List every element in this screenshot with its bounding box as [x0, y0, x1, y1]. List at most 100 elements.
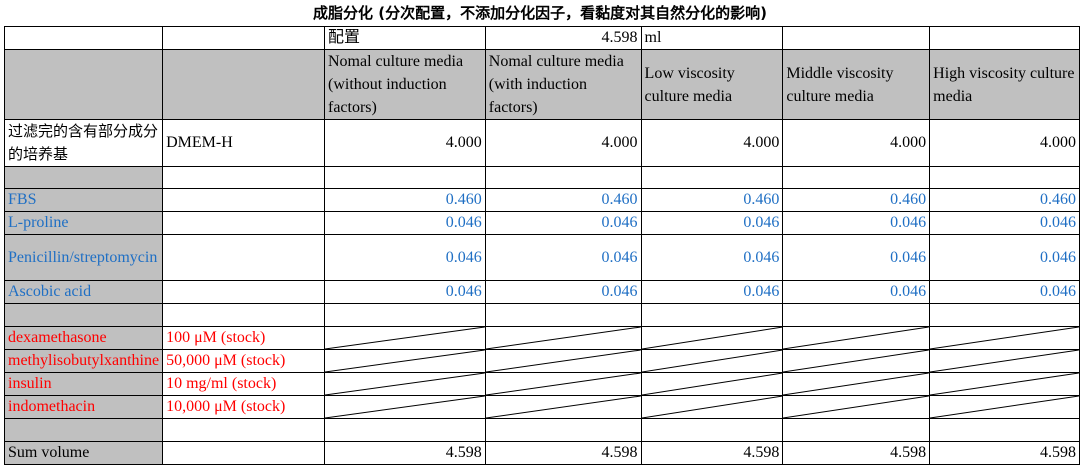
- supplement-value[interactable]: 0.046: [324, 234, 486, 281]
- cell[interactable]: [484, 166, 642, 189]
- crossed-cell[interactable]: [782, 372, 931, 396]
- supplement-value[interactable]: 0.046: [929, 280, 1080, 304]
- cell[interactable]: [162, 441, 325, 465]
- cell[interactable]: [162, 211, 325, 235]
- inducer-stock[interactable]: 100 μM (stock): [162, 326, 325, 350]
- crossed-cell[interactable]: [324, 349, 486, 373]
- cell[interactable]: [929, 26, 1080, 50]
- crossed-cell[interactable]: [782, 395, 931, 419]
- base-medium-value[interactable]: 4.000: [484, 119, 642, 167]
- supplement-value[interactable]: 0.046: [484, 280, 642, 304]
- cell[interactable]: [929, 303, 1080, 327]
- cell[interactable]: [3, 26, 164, 50]
- inducer-stock[interactable]: 10,000 μM (stock): [162, 395, 325, 419]
- supplement-value[interactable]: 0.046: [640, 211, 784, 235]
- supplement-value[interactable]: 0.046: [782, 211, 931, 235]
- inducer-label[interactable]: methylisobutylxanthine: [3, 349, 164, 373]
- base-medium-value[interactable]: 4.000: [324, 119, 486, 167]
- base-medium-value[interactable]: 4.000: [640, 119, 784, 167]
- sum-value[interactable]: 4.598: [484, 441, 642, 465]
- crossed-cell[interactable]: [640, 326, 784, 350]
- sum-value[interactable]: 4.598: [782, 441, 931, 465]
- base-medium-name[interactable]: DMEM-H: [162, 119, 325, 167]
- cell[interactable]: [484, 303, 642, 327]
- supplement-value[interactable]: 0.046: [929, 211, 1080, 235]
- base-medium-label[interactable]: 过滤完的含有部分成分的培养基: [3, 119, 164, 167]
- sum-value[interactable]: 4.598: [929, 441, 1080, 465]
- column-header[interactable]: Nomal culture media (without induction f…: [324, 49, 486, 120]
- supplement-value[interactable]: 0.460: [324, 188, 486, 212]
- crossed-cell[interactable]: [782, 349, 931, 373]
- supplement-value[interactable]: 0.046: [929, 234, 1080, 281]
- supplement-value[interactable]: 0.046: [782, 280, 931, 304]
- cell[interactable]: [782, 303, 931, 327]
- config-label[interactable]: 配置: [324, 26, 486, 50]
- column-header[interactable]: High viscosity culture media: [929, 49, 1080, 120]
- crossed-cell[interactable]: [484, 326, 642, 350]
- sum-value[interactable]: 4.598: [640, 441, 784, 465]
- cell[interactable]: [640, 166, 784, 189]
- column-header[interactable]: Low viscosity culture media: [640, 49, 784, 120]
- cell[interactable]: [484, 418, 642, 442]
- cell[interactable]: [3, 166, 164, 189]
- supplement-value[interactable]: 0.460: [929, 188, 1080, 212]
- crossed-cell[interactable]: [782, 326, 931, 350]
- column-header[interactable]: Middle viscosity culture media: [782, 49, 931, 120]
- crossed-cell[interactable]: [640, 372, 784, 396]
- cell[interactable]: [640, 418, 784, 442]
- cell[interactable]: [324, 166, 486, 189]
- supplement-label[interactable]: Ascobic acid: [3, 280, 164, 304]
- inducer-stock[interactable]: 50,000 μM (stock): [162, 349, 325, 373]
- supplement-value[interactable]: 0.460: [640, 188, 784, 212]
- cell[interactable]: [929, 166, 1080, 189]
- supplement-label[interactable]: FBS: [3, 188, 164, 212]
- crossed-cell[interactable]: [484, 372, 642, 396]
- sum-label[interactable]: Sum volume: [3, 441, 164, 465]
- cell[interactable]: [162, 280, 325, 304]
- cell[interactable]: [929, 418, 1080, 442]
- inducer-label[interactable]: indomethacin: [3, 395, 164, 419]
- crossed-cell[interactable]: [929, 372, 1080, 396]
- cell[interactable]: [3, 303, 164, 327]
- supplement-value[interactable]: 0.046: [640, 234, 784, 281]
- cell[interactable]: [162, 188, 325, 212]
- cell[interactable]: [324, 303, 486, 327]
- cell[interactable]: [162, 234, 325, 281]
- cell[interactable]: [162, 166, 325, 189]
- cell[interactable]: [162, 303, 325, 327]
- supplement-label[interactable]: L-proline: [3, 211, 164, 235]
- column-header[interactable]: Nomal culture media (with induction fact…: [484, 49, 642, 120]
- supplement-value[interactable]: 0.046: [324, 211, 486, 235]
- cell[interactable]: [162, 26, 325, 50]
- cell[interactable]: [162, 418, 325, 442]
- cell[interactable]: [640, 303, 784, 327]
- crossed-cell[interactable]: [640, 349, 784, 373]
- crossed-cell[interactable]: [484, 395, 642, 419]
- cell[interactable]: [782, 26, 931, 50]
- cell[interactable]: [782, 418, 931, 442]
- crossed-cell[interactable]: [929, 326, 1080, 350]
- cell[interactable]: [782, 166, 931, 189]
- config-value[interactable]: 4.598: [484, 26, 642, 50]
- supplement-value[interactable]: 0.046: [640, 280, 784, 304]
- header-blank[interactable]: [162, 49, 325, 120]
- supplement-value[interactable]: 0.046: [782, 234, 931, 281]
- crossed-cell[interactable]: [484, 349, 642, 373]
- crossed-cell[interactable]: [324, 372, 486, 396]
- sum-value[interactable]: 4.598: [324, 441, 486, 465]
- cell[interactable]: [3, 418, 164, 442]
- inducer-label[interactable]: dexamethasone: [3, 326, 164, 350]
- supplement-value[interactable]: 0.046: [484, 234, 642, 281]
- crossed-cell[interactable]: [640, 395, 784, 419]
- crossed-cell[interactable]: [929, 395, 1080, 419]
- supplement-value[interactable]: 0.046: [324, 280, 486, 304]
- supplement-value[interactable]: 0.460: [484, 188, 642, 212]
- crossed-cell[interactable]: [324, 395, 486, 419]
- supplement-value[interactable]: 0.460: [782, 188, 931, 212]
- supplement-label[interactable]: Penicillin/streptomycin: [3, 234, 164, 281]
- config-unit[interactable]: ml: [640, 26, 784, 50]
- inducer-label[interactable]: insulin: [3, 372, 164, 396]
- header-blank[interactable]: [3, 49, 164, 120]
- base-medium-value[interactable]: 4.000: [782, 119, 931, 167]
- supplement-value[interactable]: 0.046: [484, 211, 642, 235]
